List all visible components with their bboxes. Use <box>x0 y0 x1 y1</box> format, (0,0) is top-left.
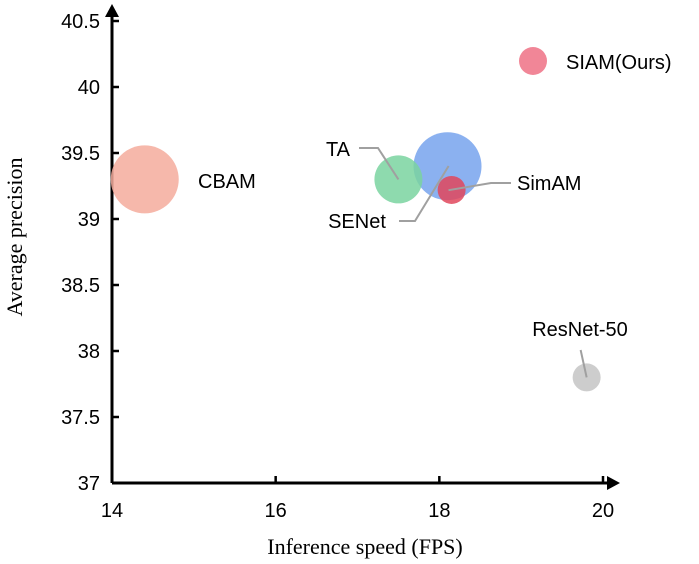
legend: SIAM(Ours) <box>519 47 672 75</box>
label-senet: SENet <box>328 211 386 233</box>
leader-simam <box>448 182 511 192</box>
data-points <box>110 132 601 392</box>
y-tick-label: 38 <box>78 341 100 363</box>
y-tick-label: 38.5 <box>61 275 100 297</box>
y-tick-label: 37.5 <box>61 407 100 429</box>
axes: 14 16 18 20 37 37.5 38 38.5 39 39.5 40 40.5 <box>61 4 620 522</box>
leader-resnet50 <box>579 349 588 378</box>
x-tick-label: 20 <box>592 500 614 522</box>
y-tick-label: 40.5 <box>61 11 100 33</box>
leader-senet <box>399 165 450 222</box>
y-tick-label: 39 <box>78 209 100 231</box>
x-tick-label: 16 <box>265 500 287 522</box>
x-tick-label: 14 <box>101 500 123 522</box>
bubble-cbam <box>110 145 179 214</box>
y-axis-title: Average precision <box>2 157 27 316</box>
x-axis-arrow <box>607 476 620 490</box>
legend-marker <box>519 47 547 75</box>
label-resnet-50: ResNet-50 <box>532 319 628 341</box>
label-simam: SimAM <box>517 173 581 195</box>
y-tick-label: 37 <box>78 473 100 495</box>
label-ta: TA <box>326 139 351 161</box>
x-tick-label: 18 <box>428 500 450 522</box>
data-labels: CBAM TA SENet SimAM ResNet-50 <box>198 139 628 378</box>
legend-label: SIAM(Ours) <box>566 52 672 74</box>
y-axis-arrow <box>105 4 119 17</box>
x-axis-title: Inference speed (FPS) <box>267 534 463 559</box>
y-tick-label: 40 <box>78 77 100 99</box>
y-tick-label: 39.5 <box>61 143 100 165</box>
leader-ta <box>359 147 400 180</box>
label-cbam: CBAM <box>198 171 256 193</box>
